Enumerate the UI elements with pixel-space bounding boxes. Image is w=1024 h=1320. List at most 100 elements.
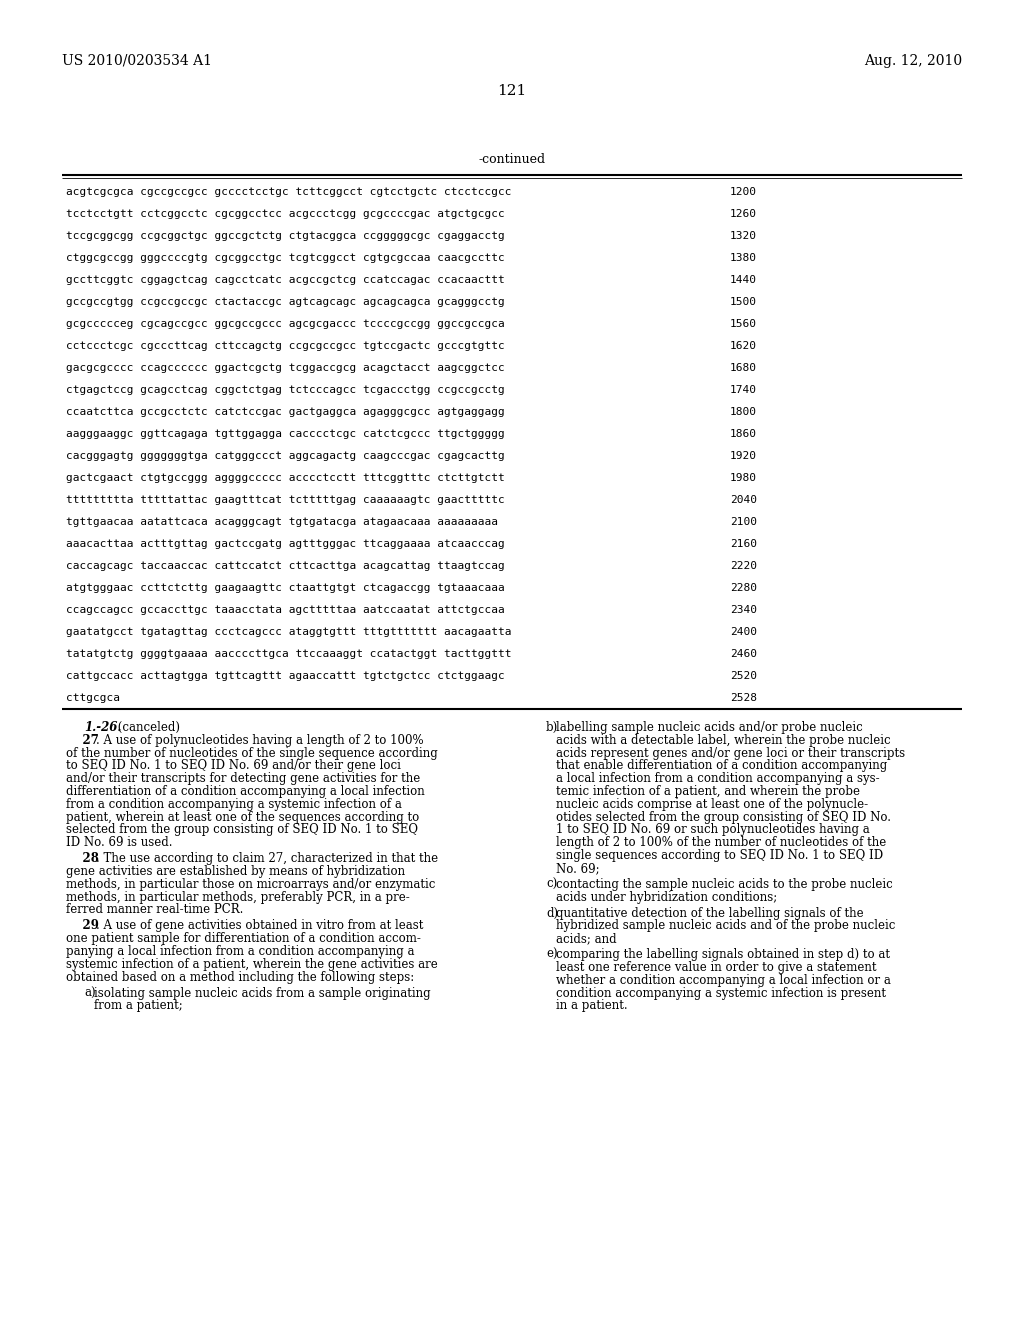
Text: 121: 121 (498, 84, 526, 98)
Text: 2340: 2340 (730, 605, 757, 615)
Text: gactcgaact ctgtgccggg aggggccccc acccctcctt tttcggtttc ctcttgtctt: gactcgaact ctgtgccggg aggggccccc acccctc… (66, 473, 505, 483)
Text: acids with a detectable label, wherein the probe nucleic: acids with a detectable label, wherein t… (556, 734, 891, 747)
Text: 2528: 2528 (730, 693, 757, 704)
Text: 29: 29 (66, 920, 99, 932)
Text: 1620: 1620 (730, 341, 757, 351)
Text: 2160: 2160 (730, 539, 757, 549)
Text: -continued: -continued (478, 153, 546, 166)
Text: in a patient.: in a patient. (556, 999, 628, 1012)
Text: ccagccagcc gccaccttgc taaacctata agctttttaa aatccaatat attctgccaa: ccagccagcc gccaccttgc taaacctata agctttt… (66, 605, 505, 615)
Text: from a condition accompanying a systemic infection of a: from a condition accompanying a systemic… (66, 797, 401, 810)
Text: 1 to SEQ ID No. 69 or such polynucleotides having a: 1 to SEQ ID No. 69 or such polynucleotid… (556, 824, 869, 837)
Text: and/or their transcripts for detecting gene activities for the: and/or their transcripts for detecting g… (66, 772, 420, 785)
Text: contacting the sample nucleic acids to the probe nucleic: contacting the sample nucleic acids to t… (556, 878, 893, 891)
Text: caccagcagc taccaaccac cattccatct cttcacttga acagcattag ttaagtccag: caccagcagc taccaaccac cattccatct cttcact… (66, 561, 505, 572)
Text: patient, wherein at least one of the sequences according to: patient, wherein at least one of the seq… (66, 810, 419, 824)
Text: 1920: 1920 (730, 451, 757, 461)
Text: differentiation of a condition accompanying a local infection: differentiation of a condition accompany… (66, 785, 425, 799)
Text: a): a) (84, 986, 95, 999)
Text: 1440: 1440 (730, 275, 757, 285)
Text: 1320: 1320 (730, 231, 757, 242)
Text: least one reference value in order to give a statement: least one reference value in order to gi… (556, 961, 877, 974)
Text: gccttcggtc cggagctcag cagcctcatc acgccgctcg ccatccagac ccacaacttt: gccttcggtc cggagctcag cagcctcatc acgccgc… (66, 275, 505, 285)
Text: aagggaaggc ggttcagaga tgttggagga cacccctcgc catctcgccc ttgctggggg: aagggaaggc ggttcagaga tgttggagga cacccct… (66, 429, 505, 440)
Text: (canceled): (canceled) (114, 721, 180, 734)
Text: 2220: 2220 (730, 561, 757, 572)
Text: methods, in particular methods, preferably PCR, in a pre-: methods, in particular methods, preferab… (66, 891, 410, 904)
Text: otides selected from the group consisting of SEQ ID No.: otides selected from the group consistin… (556, 810, 891, 824)
Text: quantitative detection of the labelling signals of the: quantitative detection of the labelling … (556, 907, 863, 920)
Text: 2040: 2040 (730, 495, 757, 506)
Text: gcgccccceg cgcagccgcc ggcgccgccc agcgcgaccc tccccgccgg ggccgccgca: gcgccccceg cgcagccgcc ggcgccgccc agcgcga… (66, 319, 505, 329)
Text: 1860: 1860 (730, 429, 757, 440)
Text: gacgcgcccc ccagcccccc ggactcgctg tcggaccgcg acagctacct aagcggctcc: gacgcgcccc ccagcccccc ggactcgctg tcggacc… (66, 363, 505, 374)
Text: methods, in particular those on microarrays and/or enzymatic: methods, in particular those on microarr… (66, 878, 435, 891)
Text: cttgcgca: cttgcgca (66, 693, 120, 704)
Text: atgtgggaac ccttctcttg gaagaagttc ctaattgtgt ctcagaccgg tgtaaacaaa: atgtgggaac ccttctcttg gaagaagttc ctaattg… (66, 583, 505, 593)
Text: US 2010/0203534 A1: US 2010/0203534 A1 (62, 54, 212, 69)
Text: acids represent genes and/or gene loci or their transcripts: acids represent genes and/or gene loci o… (556, 747, 905, 759)
Text: hybridized sample nucleic acids and of the probe nucleic: hybridized sample nucleic acids and of t… (556, 920, 895, 932)
Text: isolating sample nucleic acids from a sample originating: isolating sample nucleic acids from a sa… (94, 986, 431, 999)
Text: cctccctcgc cgcccttcag cttccagctg ccgcgccgcc tgtccgactc gcccgtgttc: cctccctcgc cgcccttcag cttccagctg ccgcgcc… (66, 341, 505, 351)
Text: 1740: 1740 (730, 385, 757, 395)
Text: 1380: 1380 (730, 253, 757, 263)
Text: 1560: 1560 (730, 319, 757, 329)
Text: 2100: 2100 (730, 517, 757, 527)
Text: ccaatcttca gccgcctctc catctccgac gactgaggca agagggcgcc agtgaggagg: ccaatcttca gccgcctctc catctccgac gactgag… (66, 407, 505, 417)
Text: ferred manner real-time PCR.: ferred manner real-time PCR. (66, 903, 244, 916)
Text: panying a local infection from a condition accompanying a: panying a local infection from a conditi… (66, 945, 415, 958)
Text: 2460: 2460 (730, 649, 757, 659)
Text: a local infection from a condition accompanying a sys-: a local infection from a condition accom… (556, 772, 880, 785)
Text: that enable differentiation of a condition accompanying: that enable differentiation of a conditi… (556, 759, 888, 772)
Text: ctggcgccgg gggccccgtg cgcggcctgc tcgtcggcct cgtgcgccaa caacgccttc: ctggcgccgg gggccccgtg cgcggcctgc tcgtcgg… (66, 253, 505, 263)
Text: tccgcggcgg ccgcggctgc ggccgctctg ctgtacggca ccgggggcgc cgaggacctg: tccgcggcgg ccgcggctgc ggccgctctg ctgtacg… (66, 231, 505, 242)
Text: one patient sample for differentiation of a condition accom-: one patient sample for differentiation o… (66, 932, 421, 945)
Text: systemic infection of a patient, wherein the gene activities are: systemic infection of a patient, wherein… (66, 958, 437, 970)
Text: tgttgaacaa aatattcaca acagggcagt tgtgatacga atagaacaaa aaaaaaaaa: tgttgaacaa aatattcaca acagggcagt tgtgata… (66, 517, 498, 527)
Text: . A use of gene activities obtained in vitro from at least: . A use of gene activities obtained in v… (96, 920, 424, 932)
Text: 1800: 1800 (730, 407, 757, 417)
Text: temic infection of a patient, and wherein the probe: temic infection of a patient, and wherei… (556, 785, 860, 799)
Text: 1680: 1680 (730, 363, 757, 374)
Text: 1260: 1260 (730, 209, 757, 219)
Text: acids under hybridization conditions;: acids under hybridization conditions; (556, 891, 777, 904)
Text: selected from the group consisting of SEQ ID No. 1 to SEQ: selected from the group consisting of SE… (66, 824, 418, 837)
Text: 2280: 2280 (730, 583, 757, 593)
Text: whether a condition accompanying a local infection or a: whether a condition accompanying a local… (556, 974, 891, 987)
Text: cacgggagtg gggggggtga catgggccct aggcagactg caagcccgac cgagcacttg: cacgggagtg gggggggtga catgggccct aggcaga… (66, 451, 505, 461)
Text: 1980: 1980 (730, 473, 757, 483)
Text: 27: 27 (66, 734, 99, 747)
Text: acids; and: acids; and (556, 932, 616, 945)
Text: gccgccgtgg ccgccgccgc ctactaccgc agtcagcagc agcagcagca gcagggcctg: gccgccgtgg ccgccgccgc ctactaccgc agtcagc… (66, 297, 505, 308)
Text: tatatgtctg ggggtgaaaa aaccccttgca ttccaaaggt ccatactggt tacttggttt: tatatgtctg ggggtgaaaa aaccccttgca ttccaa… (66, 649, 512, 659)
Text: comparing the labelling signals obtained in step d) to at: comparing the labelling signals obtained… (556, 948, 890, 961)
Text: c): c) (546, 878, 557, 891)
Text: aaacacttaa actttgttag gactccgatg agtttgggac ttcaggaaaa atcaacccag: aaacacttaa actttgttag gactccgatg agtttgg… (66, 539, 505, 549)
Text: 28: 28 (66, 853, 99, 865)
Text: . A use of polynucleotides having a length of 2 to 100%: . A use of polynucleotides having a leng… (96, 734, 424, 747)
Text: obtained based on a method including the following steps:: obtained based on a method including the… (66, 970, 415, 983)
Text: ttttttttta tttttattac gaagtttcat tctttttgag caaaaaagtc gaactttttc: ttttttttta tttttattac gaagtttcat tcttttt… (66, 495, 505, 506)
Text: 1200: 1200 (730, 187, 757, 197)
Text: 2400: 2400 (730, 627, 757, 638)
Text: labelling sample nucleic acids and/or probe nucleic: labelling sample nucleic acids and/or pr… (556, 721, 863, 734)
Text: ID No. 69 is used.: ID No. 69 is used. (66, 836, 172, 849)
Text: Aug. 12, 2010: Aug. 12, 2010 (864, 54, 962, 69)
Text: acgtcgcgca cgccgccgcc gcccctcctgc tcttcggcct cgtcctgctc ctcctccgcc: acgtcgcgca cgccgccgcc gcccctcctgc tcttcg… (66, 187, 512, 197)
Text: 1.-26.: 1.-26. (84, 721, 122, 734)
Text: d): d) (546, 907, 558, 920)
Text: to SEQ ID No. 1 to SEQ ID No. 69 and/or their gene loci: to SEQ ID No. 1 to SEQ ID No. 69 and/or … (66, 759, 400, 772)
Text: gaatatgcct tgatagttag ccctcagccc ataggtgttt tttgttttttt aacagaatta: gaatatgcct tgatagttag ccctcagccc ataggtg… (66, 627, 512, 638)
Text: 2520: 2520 (730, 671, 757, 681)
Text: nucleic acids comprise at least one of the polynucle-: nucleic acids comprise at least one of t… (556, 797, 868, 810)
Text: single sequences according to SEQ ID No. 1 to SEQ ID: single sequences according to SEQ ID No.… (556, 849, 884, 862)
Text: of the number of nucleotides of the single sequence according: of the number of nucleotides of the sing… (66, 747, 437, 759)
Text: b): b) (546, 721, 558, 734)
Text: length of 2 to 100% of the number of nucleotides of the: length of 2 to 100% of the number of nuc… (556, 836, 887, 849)
Text: from a patient;: from a patient; (94, 999, 183, 1012)
Text: No. 69;: No. 69; (556, 862, 600, 875)
Text: . The use according to claim 27, characterized in that the: . The use according to claim 27, charact… (96, 853, 438, 865)
Text: ctgagctccg gcagcctcag cggctctgag tctcccagcc tcgaccctgg ccgccgcctg: ctgagctccg gcagcctcag cggctctgag tctccca… (66, 385, 505, 395)
Text: gene activities are established by means of hybridization: gene activities are established by means… (66, 865, 406, 878)
